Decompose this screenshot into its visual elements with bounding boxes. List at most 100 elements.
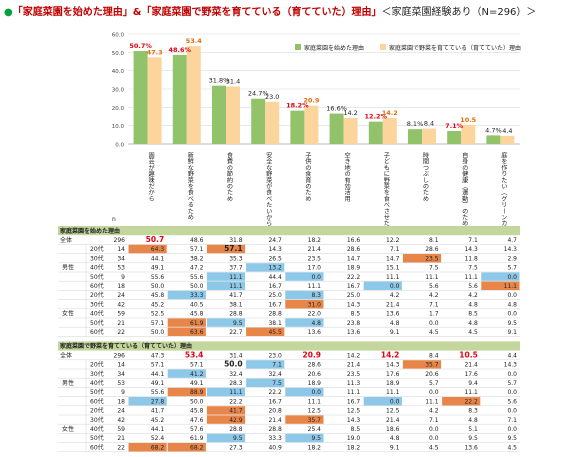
bar-series1: [486, 135, 501, 144]
cell-value: 50.0: [151, 329, 165, 336]
cell-highlight: [167, 318, 206, 327]
bar-series1: [251, 98, 266, 144]
cell-value: 33.3: [268, 435, 282, 442]
table-section-title: 家庭菜園を始めた理由: [60, 227, 120, 235]
cell-value: 31.0: [308, 301, 322, 308]
cell-value: 4.5: [468, 329, 478, 336]
cell-value: 22.2: [229, 398, 243, 405]
row-label-age: 30代: [90, 254, 104, 262]
cell-value: 9.5: [233, 435, 243, 442]
cell-highlight: [167, 443, 206, 452]
row-label-age: 50代: [90, 273, 104, 281]
cell-value: 14.2: [347, 352, 361, 359]
cell-value: 47.3: [151, 352, 165, 359]
cell-value: 28.8: [229, 426, 243, 433]
category-label: 園芸が趣味だから: [147, 152, 154, 203]
cell-value: 23.8: [347, 320, 361, 327]
cell-value: 37.7: [229, 265, 243, 272]
cell-value: 25.4: [308, 426, 322, 433]
cell-value: 44.4: [268, 274, 282, 281]
cell-value: 7.5: [429, 265, 439, 272]
cell-value: 4.2: [429, 408, 439, 415]
cell-value: 4.8: [468, 320, 478, 327]
cell-highlight: [285, 415, 324, 424]
cell-value: 41.7: [229, 408, 243, 415]
cell-value: 16.6: [347, 237, 361, 244]
cell-n: 42: [117, 417, 125, 424]
cell-value: 17.0: [308, 265, 322, 272]
cell-highlight: [206, 387, 246, 397]
cell-value: 49.1: [151, 265, 165, 272]
cell-value: 61.9: [190, 320, 204, 327]
cell-value: 5.6: [429, 283, 439, 290]
cell-n: 9: [121, 274, 125, 281]
cell-value: 31.8: [229, 237, 243, 244]
cell-value: 0.0: [390, 398, 400, 405]
y-tick-label: 10.0: [112, 124, 125, 130]
cell-value: 57.1: [151, 362, 165, 369]
cell-value: 7.5: [272, 380, 282, 387]
cell-value: 4.8: [507, 301, 517, 308]
cell-n: 296: [114, 352, 126, 359]
cell-value: 50.0: [190, 283, 204, 290]
row-label-age: 40代: [90, 264, 104, 272]
cell-n: 24: [117, 408, 125, 415]
cell-value: 11.1: [347, 389, 361, 396]
cell-value: 57.1: [190, 246, 204, 253]
cell-value: 22.0: [308, 311, 322, 318]
cell-value: 35.7: [425, 362, 439, 369]
cell-value: 17.6: [386, 371, 400, 378]
cell-n: 22: [117, 444, 125, 451]
bar-series1: [290, 110, 305, 144]
category-label: 庭を作りたい（グリーンカーテンなど）: [500, 151, 507, 226]
cell-value: 57.1: [224, 244, 243, 253]
cell-highlight: [285, 272, 324, 281]
cell-value: 0.0: [507, 408, 517, 415]
cell-value: 22.7: [229, 329, 243, 336]
cell-value: 11.1: [425, 274, 439, 281]
cell-value: 16.7: [268, 398, 282, 405]
row-label-age: 60代: [90, 397, 104, 405]
legend-swatch-series1: [295, 44, 301, 50]
page-title: ●「家庭菜園を始めた理由」&「家庭菜園で野菜を育てている（育てていた）理由」＜家…: [4, 3, 536, 18]
cell-value: 48.6: [190, 237, 204, 244]
cell-value: 5.7: [507, 265, 517, 272]
cell-n: 59: [117, 311, 125, 318]
cell-value: 14.7: [347, 255, 361, 262]
cell-value: 21.4: [308, 246, 322, 253]
cell-value: 11.1: [425, 398, 439, 405]
cell-value: 9.1: [390, 329, 400, 336]
bar-series2: [461, 124, 476, 144]
cell-n: 22: [117, 329, 125, 336]
y-tick-label: 50.0: [112, 51, 125, 57]
cell-highlight: [128, 443, 167, 452]
cell-value: 25.0: [268, 292, 282, 299]
cell-value: 57.1: [190, 362, 204, 369]
cell-value: 0.0: [507, 426, 517, 433]
row-label-age: 20代: [90, 407, 104, 415]
cell-n: 21: [117, 435, 125, 442]
y-tick-label: 60.0: [112, 33, 125, 39]
data-label-series1: 48.6%: [169, 46, 192, 54]
cell-value: 41.7: [151, 408, 165, 415]
cell-value: 27.3: [229, 444, 243, 451]
row-label-age: 60代: [90, 443, 104, 451]
cell-value: 53.4: [185, 350, 204, 359]
cell-value: 16.7: [268, 301, 282, 308]
title-bullet: ●: [4, 7, 13, 18]
cell-value: 20.6: [308, 371, 322, 378]
row-label-age: 60代: [90, 282, 104, 290]
cell-value: 11.8: [464, 255, 478, 262]
bar-series2: [147, 57, 162, 144]
cell-value: 7.1: [507, 417, 517, 424]
cell-value: 28.8: [229, 311, 243, 318]
cell-value: 9.5: [311, 435, 321, 442]
cell-value: 49.1: [190, 380, 204, 387]
cell-value: 63.6: [190, 329, 204, 336]
cell-value: 11.1: [464, 389, 478, 396]
data-label-series1: 4.7%: [485, 126, 502, 134]
cell-n: 53: [117, 265, 125, 272]
row-label-gender-male: 男性: [62, 379, 74, 387]
cell-value: 0.0: [429, 435, 439, 442]
bar-series1: [408, 129, 422, 144]
